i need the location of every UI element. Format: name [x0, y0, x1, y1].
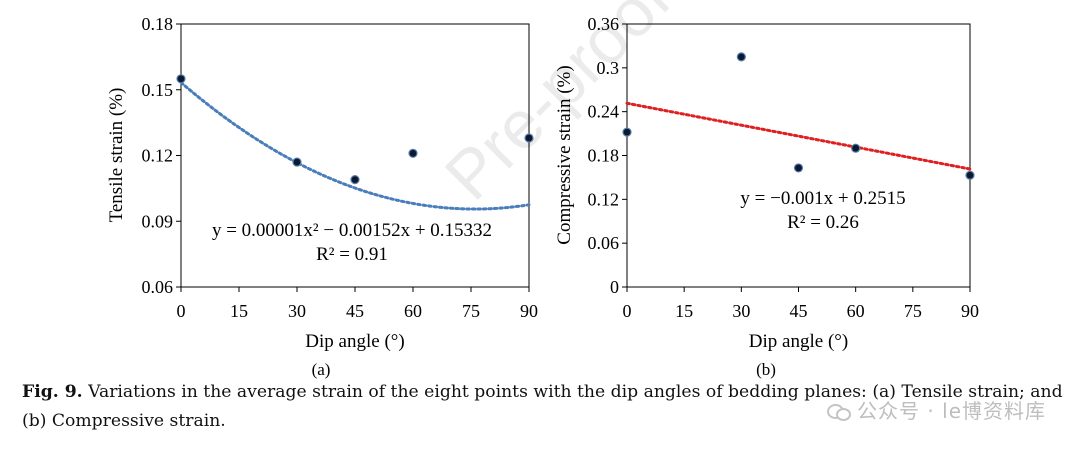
brand-watermark: 公众号 · le博资料库: [827, 395, 1046, 424]
data-point: [851, 143, 861, 153]
x-tick-label: 0: [177, 301, 186, 321]
y-tick-label: 0.18: [142, 14, 174, 34]
x-tick-label: 15: [230, 301, 248, 321]
y-tick-label: 0.09: [142, 211, 174, 231]
y-tick-label: 0.12: [588, 189, 620, 209]
data-point: [176, 74, 186, 84]
x-tick-label: 45: [790, 301, 808, 321]
r-squared-label: R² = 0.26: [787, 212, 859, 233]
figure-caption: Fig. 9. Variations in the average strain…: [22, 378, 1067, 436]
data-point: [292, 157, 302, 167]
data-point: [793, 163, 804, 173]
data-point: [408, 148, 418, 158]
x-tick-label: 15: [675, 301, 693, 321]
x-tick-label: 90: [961, 301, 979, 321]
x-tick-label: 30: [732, 301, 750, 321]
x-tick-label: 60: [847, 301, 865, 321]
x-tick-label: 75: [904, 301, 922, 321]
x-axis-label: Dip angle (°): [305, 331, 404, 352]
panel-a-tensile-chart: 0.06 0.09 0.12 0.15 0.18 0 15 30 45 60 75 90 Dip ang…: [106, 14, 538, 379]
x-tick-label: 45: [346, 301, 364, 321]
y-tick-label: 0.15: [142, 80, 174, 100]
plot-frame: [626, 23, 971, 288]
caption-text: Variations in the average strain of the …: [22, 382, 1063, 431]
trendline-equation: y = 0.00001x² − 0.00152x + 0.15332: [212, 220, 492, 241]
x-tick-label: 30: [288, 301, 306, 321]
r-squared-label: R² = 0.91: [316, 244, 388, 265]
y-tick-label: 0.06: [142, 277, 174, 297]
data-point: [524, 133, 534, 143]
y-tick-label: 0.3: [597, 58, 620, 78]
data-point: [965, 170, 975, 180]
y-tick-label: 0.12: [142, 146, 174, 166]
data-point: [350, 175, 360, 185]
panel-label: (b): [756, 360, 776, 379]
y-axis-label: Compressive strain (%): [554, 65, 575, 244]
y-tick-label: 0.36: [588, 14, 620, 34]
y-tick-label: 0.24: [588, 102, 620, 122]
wechat-icon: [827, 402, 852, 421]
panel-label: (a): [312, 360, 331, 379]
x-tick-label: 90: [520, 301, 538, 321]
x-tick-label: 60: [404, 301, 422, 321]
data-point: [736, 52, 746, 62]
y-tick-label: 0: [610, 277, 619, 297]
x-tick-label: 75: [462, 301, 480, 321]
y-axis-label: Tensile strain (%): [106, 88, 127, 223]
caption-label: Fig. 9.: [22, 382, 83, 402]
brand-watermark-text: 公众号 · le博资料库: [857, 399, 1046, 423]
panel-b-compressive-chart: 0 0.06 0.12 0.18 0.24 0.3 0.36 0 15 30 45 60 75 90 Dip…: [554, 14, 979, 379]
y-tick-label: 0.06: [588, 233, 620, 253]
y-tick-label: 0.18: [588, 146, 620, 166]
x-tick-label: 0: [623, 301, 632, 321]
data-point: [622, 127, 632, 137]
trendline: [179, 80, 531, 211]
trendline: [625, 101, 972, 171]
trendline-equation: y = −0.001x + 0.2515: [740, 188, 905, 209]
x-axis-label: Dip angle (°): [749, 331, 848, 352]
